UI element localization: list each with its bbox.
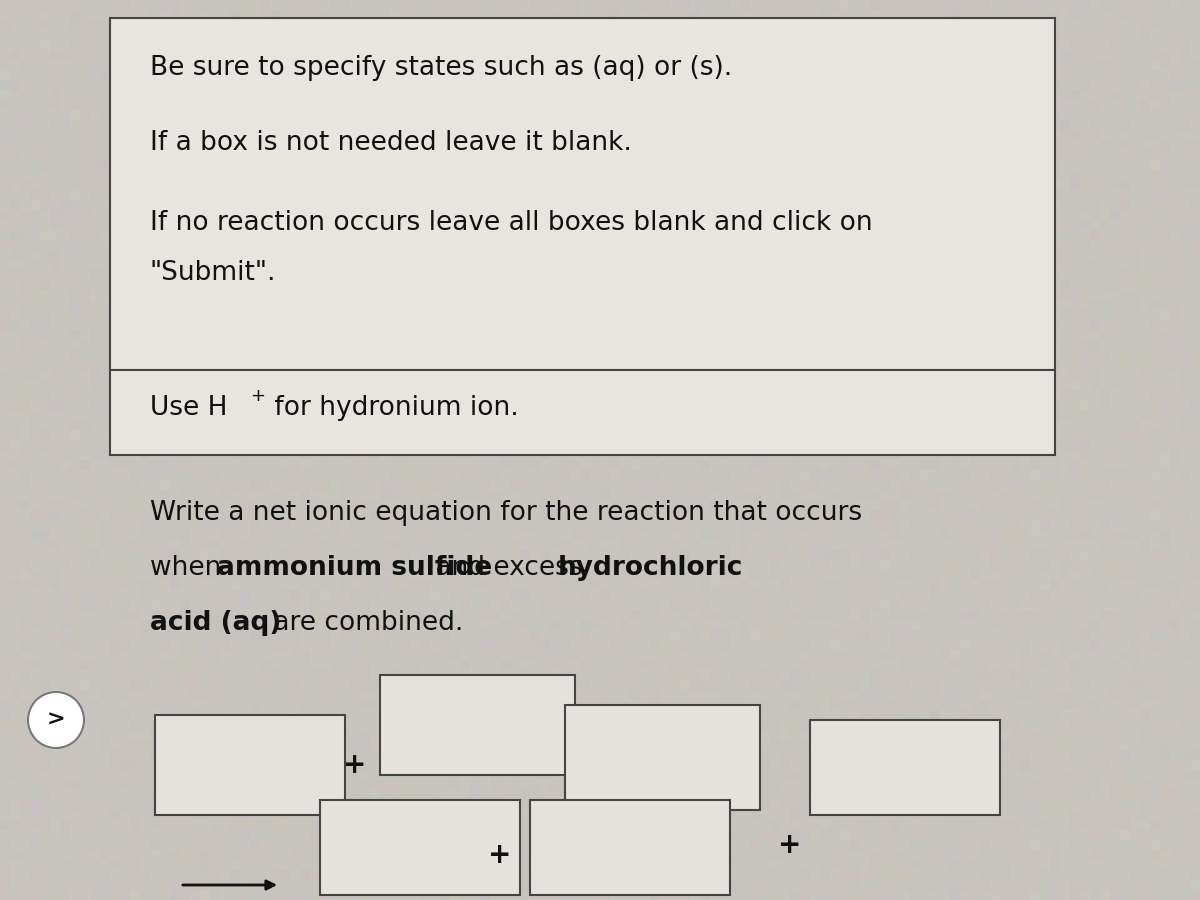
Text: If a box is not needed leave it blank.: If a box is not needed leave it blank. [150,130,632,156]
Bar [110,370,1055,455]
Text: >: > [47,710,65,730]
Text: +: + [343,751,367,779]
Text: Be sure to specify states such as (aq) or (s).: Be sure to specify states such as (aq) o… [150,55,732,81]
Bar [320,800,520,895]
Text: "Submit".: "Submit". [150,260,276,286]
Text: If no reaction occurs leave all boxes blank and click on: If no reaction occurs leave all boxes bl… [150,210,872,236]
Text: acid (aq): acid (aq) [150,610,281,636]
Text: +: + [779,831,802,859]
Text: Write a net ionic equation for the reaction that occurs: Write a net ionic equation for the react… [150,500,862,526]
Text: Use H: Use H [150,395,228,421]
Text: are combined.: are combined. [265,610,463,636]
Bar [380,675,575,775]
Bar [565,705,760,810]
Circle shape [28,692,84,748]
Bar [530,800,730,895]
Text: and excess: and excess [427,555,592,581]
Text: ammonium sulfide: ammonium sulfide [217,555,492,581]
Text: when: when [150,555,229,581]
Text: +: + [250,387,265,405]
Text: for hydronium ion.: for hydronium ion. [266,395,518,421]
Text: +: + [488,841,511,869]
Bar [110,18,1055,370]
Bar [155,715,346,815]
Bar [810,720,1000,815]
Text: hydrochloric: hydrochloric [558,555,743,581]
